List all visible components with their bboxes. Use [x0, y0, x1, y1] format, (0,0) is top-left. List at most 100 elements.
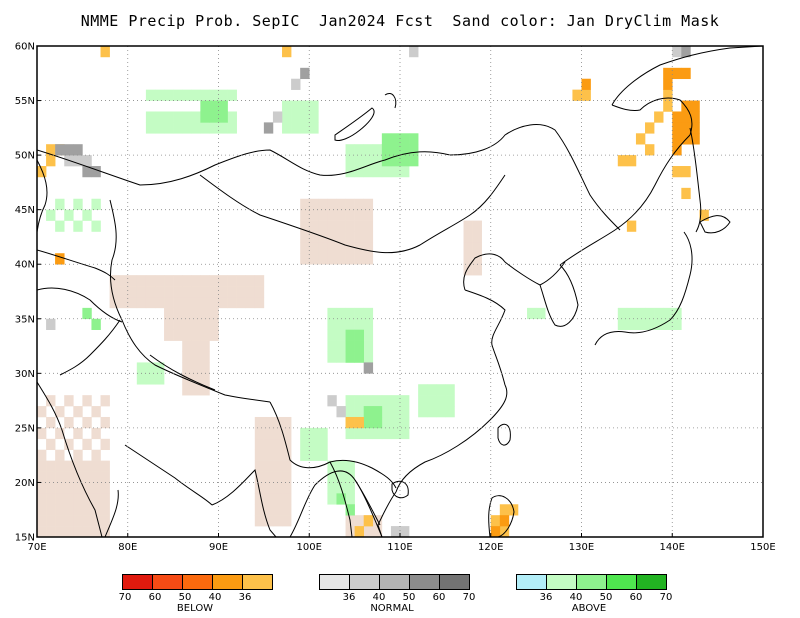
above-light-cell — [390, 416, 401, 429]
legend-normal-swatches — [319, 574, 470, 590]
dry-mask-cell — [173, 286, 183, 298]
normal-light-cell — [82, 155, 92, 167]
above-light-cell — [336, 318, 346, 330]
above-light-cell — [200, 89, 210, 101]
dry-mask-cell — [336, 253, 346, 265]
dry-mask-cell — [182, 318, 192, 330]
dry-mask-cell — [272, 482, 283, 494]
above-legend-value: 60 — [629, 592, 643, 603]
above-light-cell — [354, 427, 364, 440]
dry-mask-cell — [182, 296, 192, 309]
dry-mask-cell — [363, 231, 374, 243]
dry-mask-cell — [37, 427, 47, 440]
above-medium-cell — [336, 493, 346, 505]
above-light-cell — [372, 427, 383, 440]
above-light-cell — [345, 395, 355, 407]
above-medium-cell — [363, 406, 374, 418]
above-light-cell — [327, 493, 337, 505]
dry-mask-cell — [327, 231, 337, 243]
below-medium-cell — [672, 133, 682, 145]
below-legend-value: 60 — [148, 592, 162, 603]
dry-mask-cell — [37, 493, 47, 505]
dry-mask-cell — [472, 264, 482, 276]
normal-light-cell — [272, 111, 283, 123]
dry-mask-cell — [191, 384, 201, 396]
lat-tick-label: 30N — [15, 369, 35, 380]
dry-mask-cell — [363, 253, 374, 265]
dry-mask-cell — [309, 231, 319, 243]
below-legend-value: 50 — [178, 592, 192, 603]
dry-mask-cell — [472, 253, 482, 265]
below-light-cell — [354, 526, 364, 537]
above-light-cell — [390, 166, 401, 178]
normal-legend-value: 50 — [402, 592, 416, 603]
dry-mask-cell — [282, 416, 292, 429]
above-light-cell — [536, 307, 546, 320]
dry-mask-cell — [463, 231, 473, 243]
dry-mask-cell — [55, 515, 65, 527]
dry-mask-cell — [282, 471, 292, 483]
above-light-cell — [282, 111, 292, 123]
above-light-cell — [191, 89, 201, 101]
dry-mask-cell — [472, 220, 482, 232]
dry-mask-cell — [309, 253, 319, 265]
above-light-cell — [427, 384, 437, 396]
above-light-cell — [345, 471, 355, 483]
dry-mask-cell — [272, 460, 283, 472]
dry-mask-cell — [91, 493, 101, 505]
above-light-cell — [363, 144, 374, 156]
dry-mask-cell — [272, 515, 283, 527]
dry-mask-cell — [336, 198, 346, 210]
dry-mask-cell — [191, 296, 201, 309]
dry-mask-cell — [46, 482, 56, 494]
above-light-cell — [635, 318, 646, 330]
above-light-cell — [154, 362, 165, 374]
above-medium-cell — [390, 155, 401, 167]
dry-mask-cell — [82, 526, 92, 537]
above-light-cell — [436, 395, 446, 407]
above-light-cell — [363, 351, 374, 363]
above-light-cell — [327, 482, 337, 494]
below-light-cell — [699, 209, 709, 221]
dry-mask-cell — [100, 526, 110, 537]
dry-mask-cell — [182, 307, 192, 320]
below-legend-value: 40 — [208, 592, 222, 603]
dry-mask-cell — [263, 416, 274, 429]
dry-mask-cell — [73, 427, 83, 440]
dry-mask-cell — [55, 526, 65, 537]
above-medium-cell — [200, 100, 210, 112]
dry-mask-cell — [55, 406, 65, 418]
below-light-cell — [499, 504, 510, 516]
lon-tick-label: 120E — [478, 542, 503, 553]
normal-light-cell — [327, 395, 337, 407]
normal-medium-cell — [55, 144, 65, 156]
above-swatch — [606, 574, 636, 590]
dry-mask-cell — [354, 231, 364, 243]
dry-mask-cell — [73, 504, 83, 516]
axis-ticks: 70E 80E 90E 100E 110E 120E 130E 140E 150E 15N 20N 2… — [15, 42, 776, 554]
dry-mask-cell — [100, 438, 110, 451]
above-legend-value: 50 — [599, 592, 613, 603]
dry-mask-cell — [37, 504, 47, 516]
dry-mask-cell — [354, 242, 364, 254]
dry-mask-cell — [254, 416, 265, 429]
dry-mask-cell — [118, 296, 129, 309]
above-light-cell — [372, 395, 383, 407]
above-light-cell — [154, 373, 165, 385]
above-light-cell — [635, 307, 646, 320]
dry-mask-cell — [191, 340, 201, 352]
below-medium-cell — [581, 78, 591, 90]
below-light-cell — [645, 144, 655, 156]
normal-light-cell — [46, 318, 56, 330]
dry-mask-cell — [345, 526, 355, 537]
dry-mask-cell — [200, 275, 210, 287]
normal-medium-cell — [73, 144, 83, 156]
dry-mask-cell — [173, 318, 183, 330]
dry-mask-cell — [55, 471, 65, 483]
dry-mask-cell — [282, 504, 292, 516]
above-light-cell — [227, 89, 237, 101]
above-light-cell — [291, 122, 301, 134]
below-legend-value: 70 — [118, 592, 132, 603]
above-light-cell — [445, 384, 455, 396]
dry-mask-cell — [191, 373, 201, 385]
